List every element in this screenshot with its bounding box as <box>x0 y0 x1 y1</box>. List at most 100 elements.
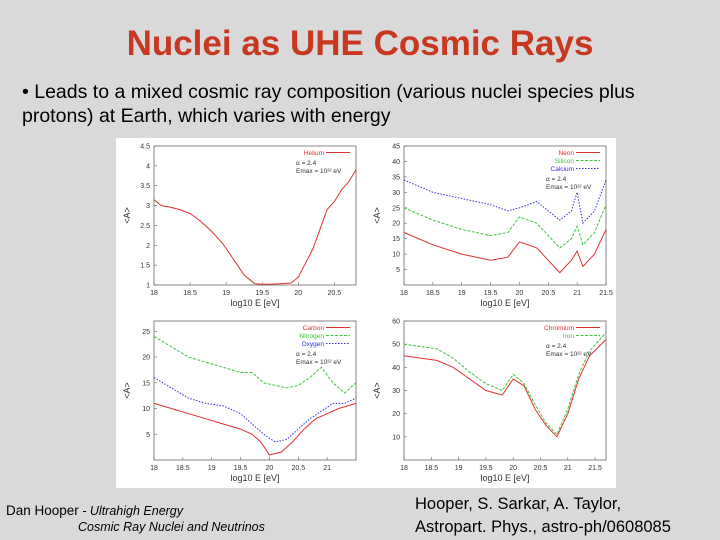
legend-param: α = 2.4 <box>546 176 567 183</box>
y-tick-label: 4 <box>146 163 150 170</box>
x-tick-label: 19 <box>455 465 463 472</box>
x-tick-label: 19 <box>222 290 230 297</box>
series-line-chromium <box>403 339 607 438</box>
y-tick-label: 20 <box>392 411 400 418</box>
x-tick-label: 20.5 <box>541 290 555 297</box>
legend-param: Emax = 10²² eV <box>546 184 592 191</box>
chart-panel-3: 18 18.5 19 19.5 20 20.5 21 5 10 15 20 25 log10 E [eV… <box>122 320 357 483</box>
legend-param: Emax = 10²² eV <box>296 168 342 175</box>
x-tick-label: 18 <box>150 290 158 297</box>
y-tick-label: 10 <box>142 406 150 413</box>
x-tick-label: 18 <box>400 290 408 297</box>
legend-label: Helium <box>304 150 324 157</box>
legend-label: Neon <box>558 150 574 157</box>
x-tick-label: 18 <box>150 465 158 472</box>
y-tick-label: 15 <box>142 380 150 387</box>
y-axis-label: <A> <box>122 207 132 224</box>
x-tick-label: 18.5 <box>176 465 190 472</box>
series-line-calcium <box>403 179 607 225</box>
y-tick-label: 60 <box>392 319 400 326</box>
reference-line-2: Astropart. Phys., astro-ph/0608085 <box>415 518 671 536</box>
x-tick-label: 19.5 <box>484 290 498 297</box>
series-line-helium <box>153 169 357 285</box>
plot-frame <box>403 145 607 286</box>
y-tick-label: 10 <box>392 434 400 441</box>
y-tick-label: 5 <box>396 267 400 274</box>
charts-svg: 18 18.5 19 19.5 20 20.5 1 1.5 2 2.5 3 3.5 4 4.5 log10 … <box>122 144 613 484</box>
y-tick-label: 10 <box>392 252 400 259</box>
chart-panel-4: 18 18.5 19 19.5 20 20.5 21 21.5 10 20 30 40 50 60 log1… <box>372 319 607 483</box>
legend-label: Iron <box>563 333 575 340</box>
x-tick-label: 19.5 <box>234 465 248 472</box>
y-tick-label: 25 <box>142 329 150 336</box>
x-axis-label: log10 E [eV] <box>230 298 279 308</box>
legend-label: Silicon <box>555 158 575 165</box>
y-tick-label: 1 <box>146 283 150 290</box>
x-tick-label: 20.5 <box>291 465 305 472</box>
x-tick-label: 18.5 <box>183 290 197 297</box>
y-tick-label: 5 <box>146 432 150 439</box>
legend-label: Oxygen <box>302 341 325 348</box>
y-axis-label: <A> <box>372 207 382 224</box>
legend-param: α = 2.4 <box>546 343 567 350</box>
y-tick-label: 20 <box>392 221 400 228</box>
legend-param: α = 2.4 <box>296 160 317 167</box>
y-tick-label: 25 <box>392 205 400 212</box>
legend-param: α = 2.4 <box>296 351 317 358</box>
x-tick-label: 20 <box>266 465 274 472</box>
credit-line: Dan Hooper - Ultrahigh Energy <box>6 503 183 518</box>
x-tick-label: 20 <box>294 290 302 297</box>
series-line-silicon <box>403 204 607 249</box>
series-line-carbon <box>153 402 357 456</box>
x-tick-label: 20.5 <box>328 290 342 297</box>
x-axis-label: log10 E [eV] <box>480 473 529 483</box>
x-axis-label: log10 E [eV] <box>480 298 529 308</box>
x-tick-label: 19.5 <box>479 465 493 472</box>
y-axis-label: <A> <box>122 382 132 399</box>
chart-panel-1: 18 18.5 19 19.5 20 20.5 1 1.5 2 2.5 3 3.5 4 4.5 log10 … <box>122 144 357 308</box>
x-tick-label: 18.5 <box>426 290 440 297</box>
chart-panel-2: 18 18.5 19 19.5 20 20.5 21 21.5 5 10 15 20 25 30 35 40 4… <box>372 144 613 309</box>
y-tick-label: 2 <box>146 243 150 250</box>
reference-line-1: Hooper, S. Sarkar, A. Taylor, <box>415 495 622 513</box>
x-tick-label: 21 <box>323 465 331 472</box>
x-tick-label: 19 <box>208 465 216 472</box>
x-tick-label: 19.5 <box>255 290 269 297</box>
credit-title-1: Ultrahigh Energy <box>89 504 184 518</box>
legend-label: Carbon <box>303 325 325 332</box>
bullet-text: • Leads to a mixed cosmic ray compositio… <box>22 81 635 127</box>
series-line-iron <box>403 332 607 436</box>
legend-label: Chromium <box>544 325 574 332</box>
x-tick-label: 21 <box>564 465 572 472</box>
slide-title: Nuclei as UHE Cosmic Rays <box>126 24 594 63</box>
reference: Hooper, S. Sarkar, A. Taylor, Astropart.… <box>415 493 671 539</box>
x-tick-label: 20 <box>509 465 517 472</box>
x-tick-label: 21.5 <box>599 290 613 297</box>
y-tick-label: 3 <box>146 203 150 210</box>
plot-frame <box>153 320 357 461</box>
x-tick-label: 20 <box>516 290 524 297</box>
y-tick-label: 3.5 <box>140 183 150 190</box>
series-line-neon <box>403 229 607 274</box>
x-tick-label: 19 <box>458 290 466 297</box>
y-tick-label: 1.5 <box>140 263 150 270</box>
charts-figure: 18 18.5 19 19.5 20 20.5 1 1.5 2 2.5 3 3.5 4 4.5 log10 … <box>116 138 616 488</box>
y-tick-label: 20 <box>142 355 150 362</box>
legend-label: Calcium <box>551 166 574 173</box>
y-tick-label: 50 <box>392 342 400 349</box>
y-tick-label: 30 <box>392 388 400 395</box>
series-line-oxygen <box>153 377 357 443</box>
x-tick-label: 21 <box>573 290 581 297</box>
y-tick-label: 35 <box>392 174 400 181</box>
y-tick-label: 40 <box>392 365 400 372</box>
x-tick-label: 20.5 <box>534 465 548 472</box>
y-axis-label: <A> <box>372 382 382 399</box>
credit-title-2: Cosmic Ray Nuclei and Neutrinos <box>78 520 265 534</box>
x-tick-label: 18 <box>400 465 408 472</box>
x-tick-label: 18.5 <box>424 465 438 472</box>
credit-sep: - <box>78 504 90 518</box>
series-line-nitrogen <box>153 335 357 394</box>
x-tick-label: 21.5 <box>588 465 602 472</box>
x-axis-label: log10 E [eV] <box>230 473 279 483</box>
y-tick-label: 30 <box>392 190 400 197</box>
